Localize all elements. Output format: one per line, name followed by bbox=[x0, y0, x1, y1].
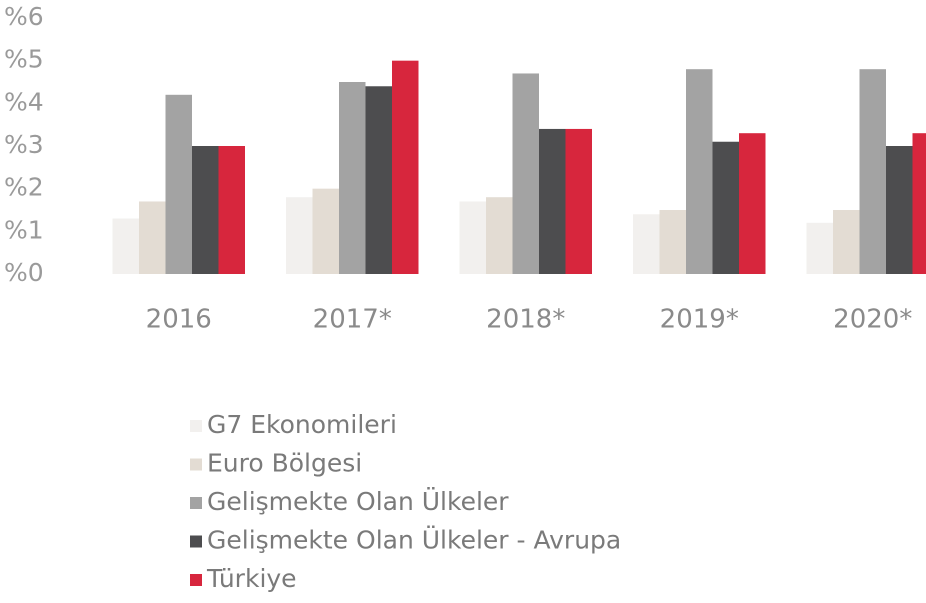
bar bbox=[806, 222, 833, 274]
bar bbox=[365, 86, 392, 275]
bar bbox=[859, 69, 886, 274]
bar bbox=[218, 146, 245, 274]
legend-swatch bbox=[190, 535, 202, 548]
y-tick-label: %5 bbox=[4, 45, 44, 74]
x-tick-label: 2018* bbox=[486, 305, 565, 335]
y-tick-label: %3 bbox=[4, 130, 44, 159]
bar bbox=[633, 214, 660, 274]
x-tick-label: 2016 bbox=[146, 305, 212, 335]
legend-label: Gelişmekte Olan Ülkeler - Avrupa bbox=[207, 526, 621, 555]
legend-label: Gelişmekte Olan Ülkeler bbox=[207, 487, 509, 516]
bar bbox=[286, 197, 313, 274]
x-tick-label: 2020* bbox=[833, 305, 912, 335]
bar bbox=[739, 133, 766, 274]
y-tick-label: %6 bbox=[4, 2, 44, 31]
y-tick-label: %2 bbox=[4, 173, 44, 202]
bar bbox=[392, 60, 419, 274]
x-tick-label: 2019* bbox=[660, 305, 739, 335]
legend-label: Türkiye bbox=[206, 564, 297, 593]
bar bbox=[833, 210, 860, 274]
bar bbox=[539, 128, 566, 274]
bar bbox=[339, 82, 366, 274]
bar bbox=[312, 188, 339, 274]
bar bbox=[912, 133, 926, 274]
legend-swatch bbox=[190, 420, 202, 432]
bar bbox=[192, 146, 219, 274]
bar bbox=[486, 197, 513, 274]
bar bbox=[712, 141, 739, 274]
bar bbox=[139, 201, 166, 274]
legend-swatch bbox=[190, 458, 202, 471]
legend-label: G7 Ekonomileri bbox=[207, 410, 397, 439]
bar bbox=[459, 201, 486, 274]
bar bbox=[565, 128, 592, 274]
bar bbox=[686, 69, 713, 274]
bar bbox=[112, 218, 139, 274]
y-tick-label: %4 bbox=[4, 87, 44, 116]
legend-label: Euro Bölgesi bbox=[207, 449, 362, 478]
bar bbox=[659, 210, 686, 274]
y-tick-label: %0 bbox=[4, 258, 44, 287]
legend-swatch bbox=[190, 497, 202, 509]
bar bbox=[165, 94, 192, 274]
y-tick-label: %1 bbox=[4, 215, 44, 244]
bar bbox=[886, 146, 913, 274]
bar bbox=[512, 73, 539, 274]
x-tick-label: 2017* bbox=[313, 305, 392, 335]
legend-swatch bbox=[190, 574, 202, 586]
